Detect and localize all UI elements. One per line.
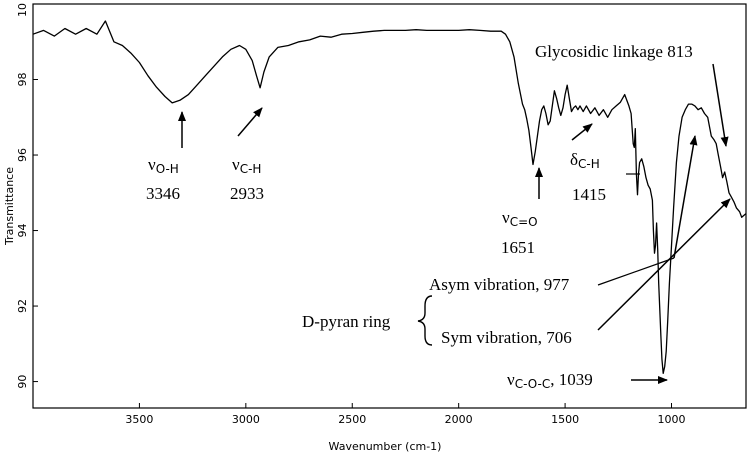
label-vch-value: 2933 (230, 184, 264, 203)
label-vch: νC-H (232, 155, 261, 176)
label-vco: νC=O (502, 208, 538, 229)
y-tick-label: 98 (16, 73, 29, 87)
x-tick-label: 3500 (125, 413, 153, 426)
y-tick-label: 90 (16, 375, 29, 389)
x-tick-label: 3000 (232, 413, 260, 426)
x-tick-label: 2000 (445, 413, 473, 426)
label-sym: Sym vibration, 706 (441, 328, 572, 347)
label-dpyran: D-pyran ring (302, 312, 391, 331)
annotation-arrows (178, 63, 731, 384)
plot-frame (32, 3, 747, 409)
arrow-glycosidic (712, 63, 729, 147)
label-voh: νO-H (148, 155, 179, 176)
label-dch-value: 1415 (572, 185, 606, 204)
label-asym: Asym vibration, 977 (429, 275, 570, 294)
y-axis-title: Transmittance (3, 167, 16, 246)
label-voh-value: 3346 (146, 184, 180, 203)
label-vcoc: νC-O-C, 1039 (507, 370, 593, 391)
y-tick-label: 92 (16, 299, 29, 313)
x-tick-label: 1000 (658, 413, 686, 426)
x-tick-label: 2500 (338, 413, 366, 426)
label-dch: δC-H (570, 150, 600, 171)
arrow-dch (571, 123, 593, 141)
label-vco-value: 1651 (501, 238, 535, 257)
annotations: νO-H 3346 νC-H 2933 νC=O 1651 δC-H 1415 … (146, 42, 693, 391)
arrow-ch (237, 107, 263, 137)
y-tick-label-top: 10 (16, 3, 29, 17)
x-axis: 3500 3000 2500 2000 1500 1000 (125, 403, 686, 426)
spectrum-line (32, 20, 747, 374)
y-axis: 90 92 94 96 98 10 (16, 3, 38, 389)
y-tick-label: 96 (16, 148, 29, 162)
label-glycosidic: Glycosidic linkage 813 (535, 42, 693, 61)
y-tick-label: 94 (16, 224, 29, 238)
arrow-sym (597, 198, 731, 331)
x-tick-label: 1500 (551, 413, 579, 426)
pyran-brace (417, 295, 433, 346)
line-asym (597, 257, 675, 286)
arrow-asym (673, 135, 698, 259)
x-axis-title: Wavenumber (cm-1) (329, 440, 442, 453)
